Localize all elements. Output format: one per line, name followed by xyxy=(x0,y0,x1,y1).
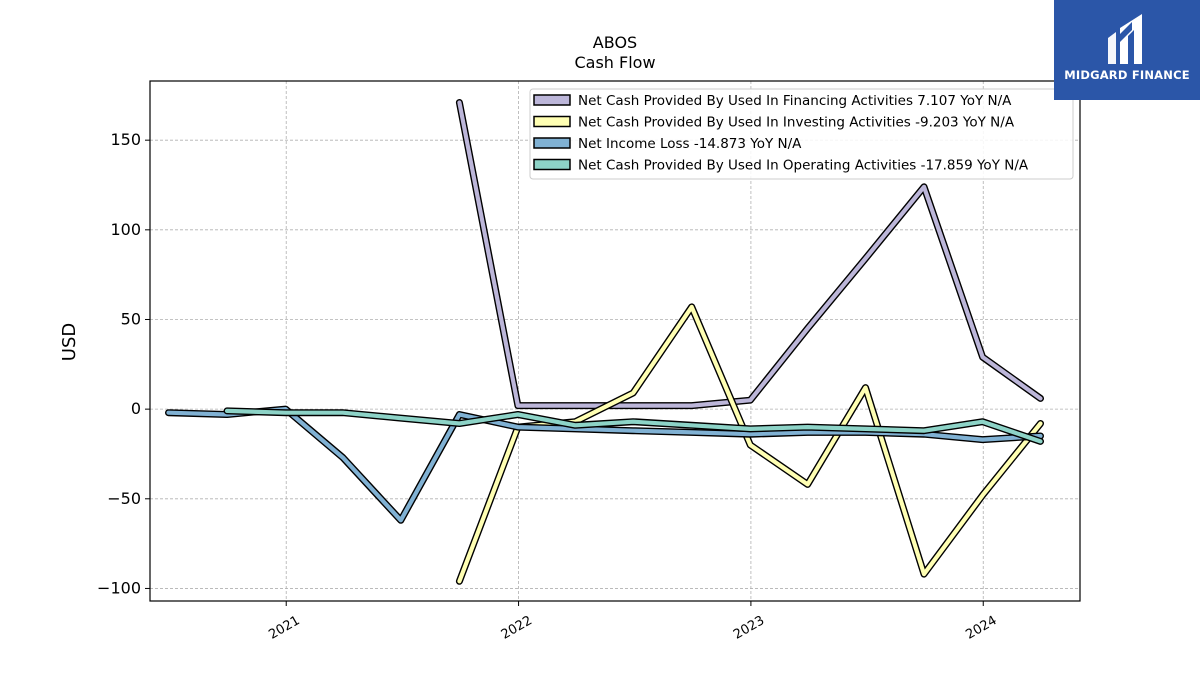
series-lines xyxy=(165,99,1044,585)
chart-title: ABOS xyxy=(593,33,637,52)
midgard-finance-logo: MIDGARD FINANCE xyxy=(1054,0,1200,100)
y-tick-label: 150 xyxy=(110,130,141,149)
legend-label-0: Net Cash Provided By Used In Financing A… xyxy=(578,93,1012,109)
y-tick-label: 100 xyxy=(110,220,141,239)
plot-frame xyxy=(149,80,1081,602)
x-tick-label: 2024 xyxy=(963,613,999,643)
legend-label-2: Net Income Loss -14.873 YoY N/A xyxy=(578,136,802,152)
logo-emblem-icon xyxy=(1108,14,1142,64)
series-line-0 xyxy=(457,100,1043,408)
legend-swatch-0 xyxy=(533,94,571,106)
legend-box xyxy=(529,88,1074,180)
legend: Net Cash Provided By Used In Financing A… xyxy=(529,88,1074,180)
y-tick-label: −50 xyxy=(107,489,141,508)
legend-label-3: Net Cash Provided By Used In Operating A… xyxy=(578,158,1029,174)
x-tick-label: 2021 xyxy=(266,613,302,643)
x-tick-label: 2022 xyxy=(499,613,535,643)
chart-subtitle: Cash Flow xyxy=(574,53,655,72)
y-tick-label: −100 xyxy=(97,578,141,597)
y-axis-label: USD xyxy=(59,323,80,361)
x-tick-label: 2023 xyxy=(731,613,767,643)
y-tick-label: 0 xyxy=(131,399,141,418)
logo-text: MIDGARD FINANCE xyxy=(1064,68,1190,82)
y-tick-label: 50 xyxy=(121,309,141,328)
legend-label-1: Net Cash Provided By Used In Investing A… xyxy=(578,115,1015,131)
legend-swatch-1 xyxy=(533,115,571,128)
legend-swatch-3 xyxy=(533,158,571,171)
series-line-3 xyxy=(224,408,1043,444)
legend-swatch-2 xyxy=(533,137,571,149)
